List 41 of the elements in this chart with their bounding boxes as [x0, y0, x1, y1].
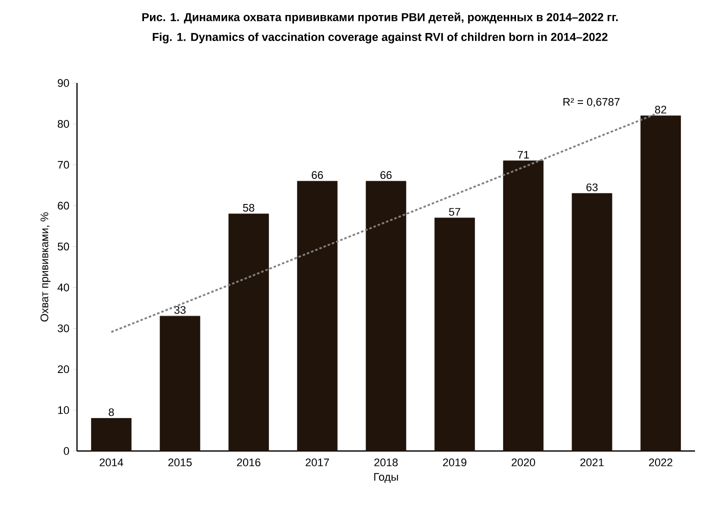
data-label: 66 — [312, 171, 323, 179]
data-label: 58 — [243, 204, 254, 212]
y-tick-label: 40 — [58, 284, 70, 292]
x-tick-label: 2017 — [306, 458, 329, 466]
y-tick-label: 80 — [58, 120, 70, 128]
x-tick-label: 2022 — [649, 458, 672, 466]
data-label: 33 — [174, 306, 186, 314]
bar — [160, 316, 200, 452]
bar — [228, 214, 269, 452]
x-tick-label: 2021 — [580, 458, 604, 466]
x-tick-label: 2014 — [100, 458, 124, 466]
x-tick-label: 2019 — [443, 458, 466, 466]
y-tick-label: 50 — [58, 242, 70, 250]
bar — [572, 193, 612, 452]
bar — [366, 180, 406, 452]
data-label: 71 — [518, 150, 529, 158]
x-tick-label: 2015 — [168, 458, 192, 466]
data-label: 63 — [586, 183, 598, 192]
data-label: 66 — [380, 171, 392, 179]
y-axis-title: Охват прививками, % — [40, 212, 50, 322]
y-tick-label: 60 — [58, 202, 70, 210]
data-label: 8 — [108, 408, 114, 416]
annotation: R² = 0,6787 — [563, 98, 620, 108]
data-label: 57 — [449, 208, 460, 216]
x-tick-label: 2016 — [237, 458, 260, 466]
y-tick-label: 10 — [58, 406, 70, 414]
bar — [91, 418, 132, 452]
bar — [434, 218, 475, 452]
chart-title: Рис. 1. Динамика охвата прививками против РВИ детей, рожденных в 2014–2022 гг. — [142, 12, 618, 24]
x-tick-label: 2020 — [512, 458, 536, 466]
y-tick-label: 30 — [58, 324, 70, 332]
y-tick-label: 0 — [64, 447, 70, 455]
y-tick-label: 20 — [58, 365, 70, 374]
chart-subtitle: Fig. 1. Dynamics of vaccination coverage against RVI of children born in 2014–2022 — [152, 32, 608, 44]
bar — [640, 116, 681, 452]
y-tick-label: 70 — [58, 160, 70, 169]
x-tick-label: 2018 — [374, 458, 398, 466]
bar — [503, 160, 544, 452]
bar — [297, 180, 338, 452]
x-axis-title: Годы — [374, 473, 398, 483]
y-tick-label: 90 — [58, 79, 70, 87]
